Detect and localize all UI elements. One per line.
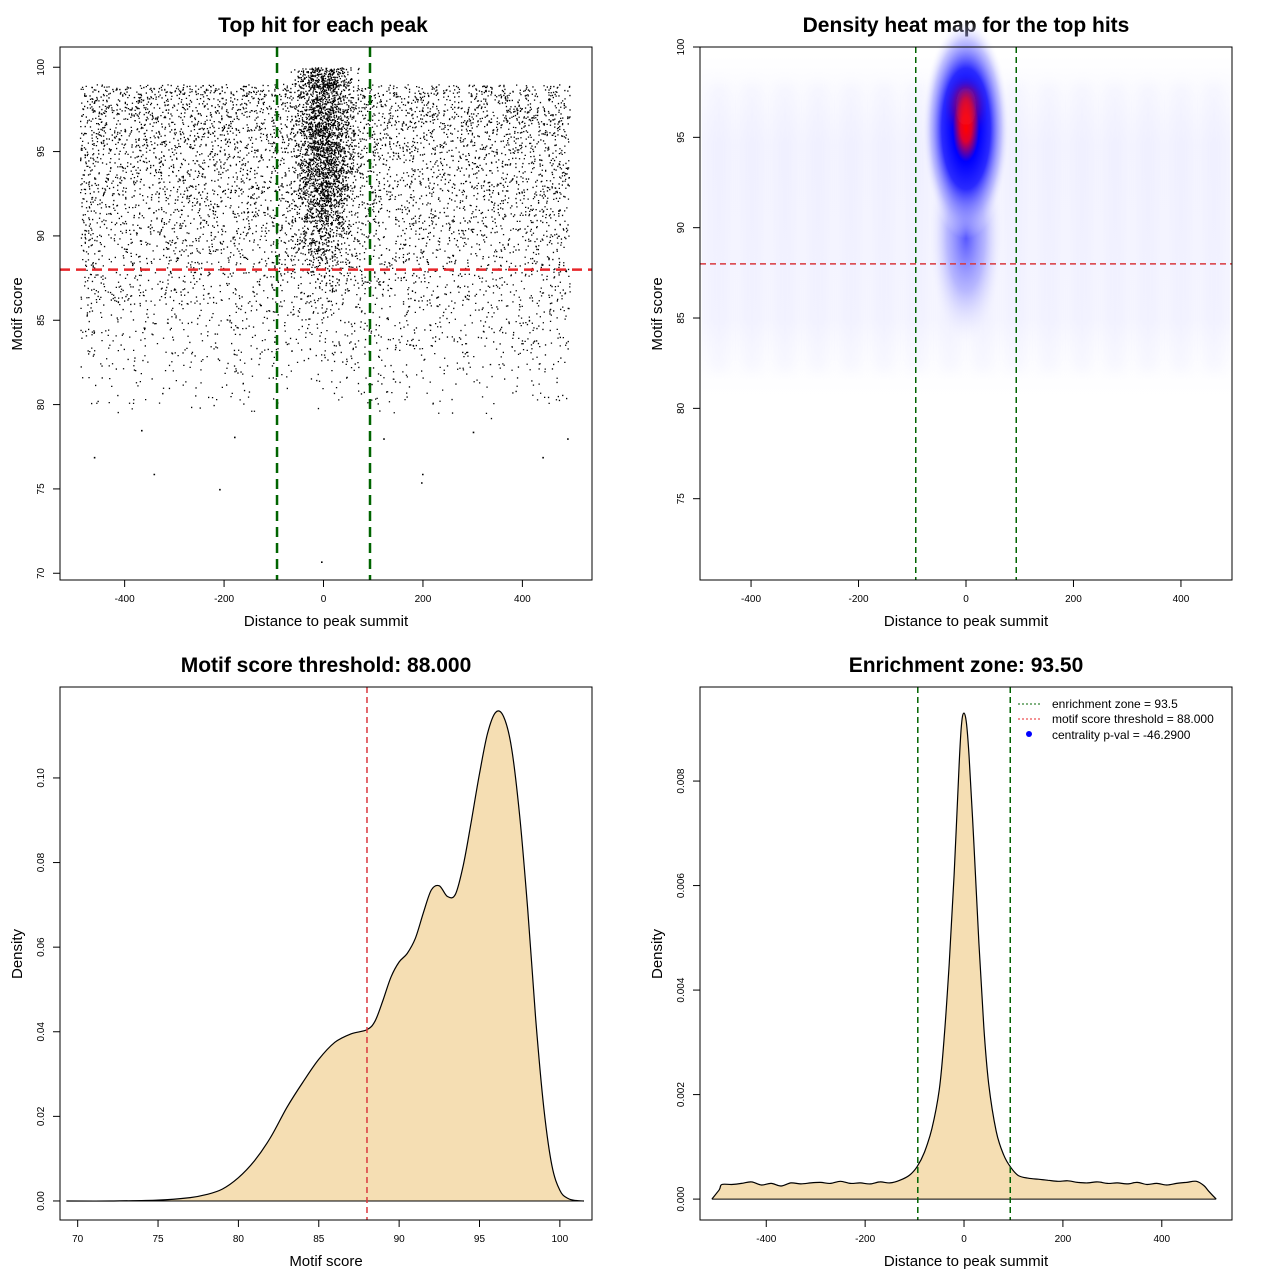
heatmap-streak — [1139, 83, 1157, 373]
heatmap-streak — [809, 83, 827, 373]
heatmap-panel: Density heat map for the top hits — [649, 14, 1233, 630]
distance-density-y-tick-label: 0.000 — [676, 1186, 687, 1211]
scatter-y-tick-label: 80 — [36, 399, 47, 411]
heatmap-y-tick-label: 100 — [676, 38, 687, 55]
scatter-y-tick-label: 95 — [36, 146, 47, 158]
heatmap-streak — [875, 83, 893, 373]
score-density-y-tick-label: 0.04 — [36, 1022, 47, 1042]
score-density-y-tick-label: 0.02 — [36, 1106, 47, 1126]
score-density-y-tick-label: 0.06 — [36, 937, 47, 957]
score-density-x-tick-label: 80 — [233, 1234, 245, 1245]
scatter-reference-lines — [60, 47, 592, 580]
distance-density-curve — [711, 712, 1217, 1200]
heatmap-streak — [908, 83, 926, 373]
heatmap-density — [702, 18, 1230, 409]
legend-label-motif-threshold: motif score threshold = 88.000 — [1052, 712, 1214, 726]
heatmap-streak — [710, 83, 728, 373]
heatmap-x-tick-label: -400 — [741, 594, 761, 605]
legend: enrichment zone = 93.5 motif score thres… — [1018, 697, 1214, 742]
distance-density-x-tick-label: 200 — [1055, 1234, 1072, 1245]
distance-density-y-tick-label: 0.002 — [676, 1082, 687, 1107]
scatter-y-tick-label: 75 — [36, 483, 47, 495]
heatmap-streak — [743, 83, 761, 373]
scatter-axes: -400 -200 0 200 400 70 75 80 85 90 95 100 — [36, 58, 531, 605]
distance-density-x-tick-label: -400 — [756, 1234, 776, 1245]
score-density-x-tick-label: 95 — [474, 1234, 486, 1245]
scatter-title: Top hit for each peak — [218, 14, 428, 37]
heatmap-y-tick-label: 80 — [676, 402, 687, 414]
score-density-area — [66, 710, 584, 1202]
scatter-points — [79, 67, 571, 564]
scatter-y-tick-label: 100 — [36, 58, 47, 75]
heatmap-reference-lines — [700, 47, 1232, 580]
distance-density-area — [711, 713, 1217, 1200]
distance-density-panel: Enrichment zone: 93.50 -400 -200 0 200 400 0.… — [649, 654, 1233, 1270]
scatter-x-tick-label: -400 — [115, 594, 135, 605]
heatmap-streak — [1040, 83, 1058, 373]
distance-density-ylabel: Density — [649, 928, 666, 979]
scatter-ylabel: Motif score — [9, 277, 26, 350]
distance-density-x-tick-label: 0 — [961, 1234, 967, 1245]
heatmap-streak — [1106, 83, 1124, 373]
legend-label-centrality: centrality p-val = -46.2900 — [1052, 728, 1191, 742]
scatter-y-tick-label: 70 — [36, 567, 47, 579]
distance-density-title: Enrichment zone: 93.50 — [849, 654, 1084, 677]
scatter-point-cloud — [79, 67, 571, 564]
distance-density-line — [711, 712, 1217, 1200]
heatmap-streak — [1172, 83, 1190, 373]
scatter-x-tick-label: 0 — [321, 594, 327, 605]
score-density-xlabel: Motif score — [289, 1253, 362, 1270]
heatmap-density-core — [922, 18, 1010, 239]
scatter-x-tick-label: 400 — [514, 594, 531, 605]
scatter-y-tick-label: 85 — [36, 314, 47, 326]
score-density-axes: 70 75 80 85 90 95 100 0.00 0.02 0.04 0.06 0.08 0.10 — [36, 768, 569, 1245]
heatmap-density-peak — [956, 86, 976, 127]
score-density-line — [66, 710, 585, 1202]
scatter-y-tick-label: 90 — [36, 230, 47, 242]
distance-density-y-tick-label: 0.006 — [676, 873, 687, 898]
score-density-ylabel: Density — [9, 928, 26, 979]
score-density-y-tick-label: 0.08 — [36, 852, 47, 872]
scatter-x-tick-label: 200 — [415, 594, 432, 605]
heatmap-y-tick-label: 85 — [676, 312, 687, 324]
score-density-x-tick-label: 100 — [552, 1234, 569, 1245]
score-density-panel: Motif score threshold: 88.000 70 75 80 85 90… — [9, 654, 593, 1270]
distance-density-y-tick-label: 0.004 — [676, 977, 687, 1002]
heatmap-ylabel: Motif score — [649, 277, 666, 350]
heatmap-y-tick-label: 95 — [676, 131, 687, 143]
score-density-curve — [66, 710, 585, 1202]
heatmap-x-tick-label: 400 — [1173, 594, 1190, 605]
distance-density-axes: -400 -200 0 200 400 0.000 0.002 0.004 0.006 0.008 — [676, 768, 1171, 1245]
heatmap-x-tick-label: -200 — [849, 594, 869, 605]
distance-density-x-tick-label: 400 — [1153, 1234, 1170, 1245]
distance-density-x-tick-label: -200 — [855, 1234, 875, 1245]
scatter-xlabel: Distance to peak summit — [244, 613, 409, 630]
heatmap-xlabel: Distance to peak summit — [884, 613, 1049, 630]
legend-key-centrality — [1026, 731, 1032, 737]
score-density-x-tick-label: 90 — [394, 1234, 406, 1245]
heatmap-axes: -400 -200 0 200 400 75 80 85 90 95 100 — [676, 38, 1190, 605]
heatmap-y-tick-label: 75 — [676, 493, 687, 505]
heatmap-streak — [842, 83, 860, 373]
score-density-y-tick-label: 0.00 — [36, 1191, 47, 1211]
score-density-x-tick-label: 85 — [313, 1234, 325, 1245]
distance-density-xlabel: Distance to peak summit — [884, 1253, 1049, 1270]
score-density-title: Motif score threshold: 88.000 — [181, 654, 472, 677]
heatmap-streak — [1073, 83, 1091, 373]
distance-density-y-tick-label: 0.008 — [676, 768, 687, 793]
heatmap-streak — [776, 83, 794, 373]
legend-label-enrichment-zone: enrichment zone = 93.5 — [1052, 697, 1178, 711]
distance-density-reference-lines — [917, 687, 1012, 1220]
heatmap-y-tick-label: 90 — [676, 222, 687, 234]
score-density-x-tick-label: 70 — [72, 1234, 84, 1245]
scatter-panel: Top hit for each peak -400 -200 0 200 400 70 7… — [9, 14, 593, 630]
score-density-y-tick-label: 0.10 — [36, 768, 47, 788]
scatter-x-tick-label: -200 — [214, 594, 234, 605]
heatmap-streak — [1205, 83, 1223, 373]
score-density-x-tick-label: 75 — [152, 1234, 164, 1245]
heatmap-x-tick-label: 0 — [963, 594, 969, 605]
heatmap-x-tick-label: 200 — [1065, 594, 1082, 605]
